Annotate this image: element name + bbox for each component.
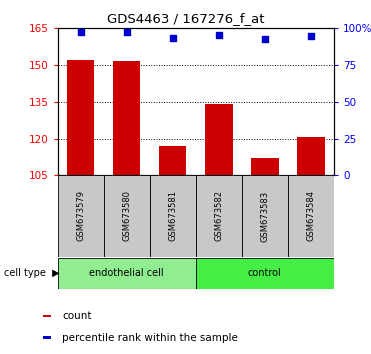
Text: cell type  ▶: cell type ▶	[4, 268, 59, 279]
Text: control: control	[248, 268, 282, 279]
Point	[124, 29, 129, 35]
Bar	[150, 175, 196, 257]
Point	[78, 29, 83, 35]
Bar	[113, 61, 141, 175]
Bar	[58, 175, 104, 257]
Bar	[242, 175, 288, 257]
Text: GSM673583: GSM673583	[260, 190, 269, 241]
Text: GSM673579: GSM673579	[76, 190, 85, 241]
Text: count: count	[62, 311, 92, 321]
Bar	[205, 104, 233, 175]
Bar	[104, 175, 150, 257]
Text: GDS4463 / 167276_f_at: GDS4463 / 167276_f_at	[107, 12, 264, 25]
Bar	[288, 175, 334, 257]
Bar	[297, 137, 325, 175]
Point	[262, 36, 268, 41]
Text: percentile rank within the sample: percentile rank within the sample	[62, 333, 238, 343]
Bar	[159, 146, 187, 175]
Text: GSM673580: GSM673580	[122, 190, 131, 241]
Text: GSM673582: GSM673582	[214, 190, 223, 241]
Point	[308, 34, 314, 39]
Text: GSM673581: GSM673581	[168, 190, 177, 241]
Bar	[251, 158, 279, 175]
Text: endothelial cell: endothelial cell	[89, 268, 164, 279]
Point	[216, 32, 222, 38]
Bar	[67, 60, 94, 175]
Bar	[196, 175, 242, 257]
Bar	[58, 258, 196, 289]
Bar	[43, 336, 51, 338]
Point	[170, 35, 175, 41]
Bar	[196, 258, 334, 289]
Bar	[43, 315, 51, 317]
Text: GSM673584: GSM673584	[306, 190, 315, 241]
